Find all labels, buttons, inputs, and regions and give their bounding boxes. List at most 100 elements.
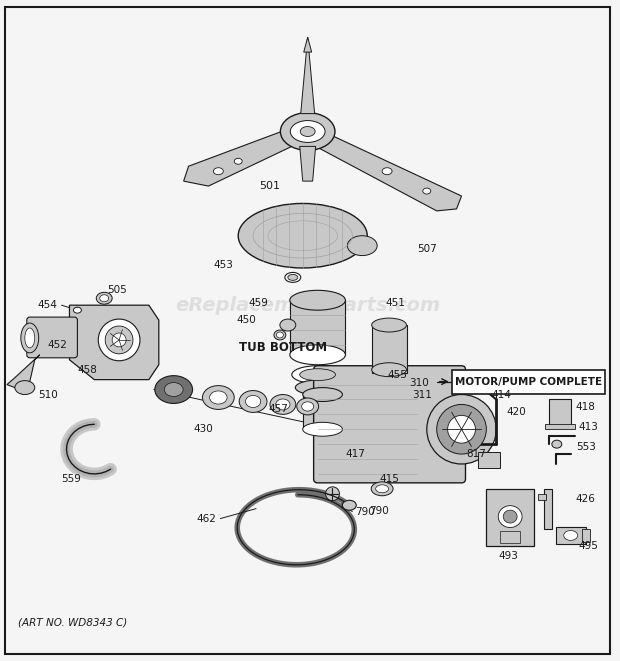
Ellipse shape — [96, 292, 112, 304]
Ellipse shape — [292, 366, 343, 383]
Bar — [544, 488, 552, 529]
Ellipse shape — [297, 398, 319, 415]
Text: 415: 415 — [379, 474, 399, 484]
Text: 455: 455 — [387, 369, 407, 379]
Text: 559: 559 — [61, 474, 81, 484]
FancyBboxPatch shape — [27, 317, 78, 358]
Bar — [479, 452, 500, 468]
Ellipse shape — [347, 236, 377, 256]
FancyBboxPatch shape — [314, 366, 466, 483]
Text: 493: 493 — [498, 551, 518, 561]
Text: 417: 417 — [345, 449, 365, 459]
Text: 453: 453 — [213, 260, 233, 270]
Text: 501: 501 — [259, 181, 280, 191]
Text: 454: 454 — [38, 300, 58, 310]
Polygon shape — [69, 305, 159, 379]
Ellipse shape — [238, 204, 367, 268]
Ellipse shape — [155, 375, 193, 403]
Ellipse shape — [503, 510, 517, 523]
Text: 553: 553 — [577, 442, 596, 452]
Ellipse shape — [280, 112, 335, 150]
Bar — [556, 527, 585, 545]
Ellipse shape — [210, 391, 227, 404]
Text: 817: 817 — [466, 449, 486, 459]
Ellipse shape — [274, 330, 286, 340]
Bar — [486, 488, 534, 547]
Polygon shape — [7, 355, 40, 389]
Ellipse shape — [295, 379, 350, 395]
Ellipse shape — [423, 188, 431, 194]
Bar — [372, 325, 407, 373]
Ellipse shape — [105, 326, 133, 354]
Bar — [582, 529, 590, 543]
Text: 790: 790 — [355, 506, 375, 517]
Text: 510: 510 — [38, 389, 58, 399]
Ellipse shape — [277, 332, 283, 338]
Ellipse shape — [98, 319, 140, 361]
Ellipse shape — [498, 506, 522, 527]
Ellipse shape — [326, 486, 339, 501]
Text: 451: 451 — [385, 298, 405, 308]
Text: 430: 430 — [193, 424, 213, 434]
Ellipse shape — [73, 307, 81, 313]
Text: 450: 450 — [236, 315, 256, 325]
Text: 311: 311 — [412, 389, 432, 399]
Bar — [545, 424, 575, 429]
Text: 426: 426 — [575, 494, 596, 504]
Text: MOTOR/PUMP COMPLETE: MOTOR/PUMP COMPLETE — [455, 377, 602, 387]
Bar — [500, 531, 520, 543]
Ellipse shape — [285, 272, 301, 282]
Text: eReplacementParts.com: eReplacementParts.com — [175, 295, 440, 315]
Ellipse shape — [112, 333, 126, 347]
Ellipse shape — [100, 295, 108, 301]
Ellipse shape — [372, 363, 407, 377]
Ellipse shape — [203, 385, 234, 409]
Ellipse shape — [448, 415, 476, 443]
Ellipse shape — [290, 345, 345, 365]
Text: 452: 452 — [48, 340, 68, 350]
Ellipse shape — [15, 381, 35, 395]
Ellipse shape — [288, 274, 298, 280]
Text: 420: 420 — [506, 407, 526, 417]
Text: 459: 459 — [248, 298, 268, 308]
Ellipse shape — [299, 369, 335, 381]
Ellipse shape — [239, 391, 267, 412]
Text: 790: 790 — [370, 506, 389, 516]
Ellipse shape — [372, 318, 407, 332]
Ellipse shape — [427, 395, 496, 464]
Polygon shape — [299, 146, 316, 181]
Text: 413: 413 — [578, 422, 598, 432]
Polygon shape — [303, 126, 461, 211]
Text: 414: 414 — [491, 389, 511, 399]
Text: 457: 457 — [268, 405, 288, 414]
Ellipse shape — [21, 323, 38, 353]
Text: 495: 495 — [578, 541, 598, 551]
Ellipse shape — [246, 395, 261, 407]
Polygon shape — [184, 124, 312, 186]
Polygon shape — [301, 37, 314, 114]
Text: (ART NO. WD8343 C): (ART NO. WD8343 C) — [18, 618, 127, 628]
Ellipse shape — [300, 126, 315, 136]
Ellipse shape — [290, 290, 345, 310]
Polygon shape — [304, 37, 312, 52]
Ellipse shape — [371, 482, 393, 496]
Ellipse shape — [290, 120, 325, 142]
Ellipse shape — [303, 387, 342, 401]
Ellipse shape — [376, 485, 389, 493]
Ellipse shape — [213, 168, 223, 175]
Ellipse shape — [270, 395, 296, 414]
Text: 458: 458 — [78, 365, 97, 375]
Bar — [303, 395, 342, 429]
Text: 505: 505 — [107, 286, 127, 295]
Ellipse shape — [25, 328, 35, 348]
Ellipse shape — [280, 319, 296, 331]
Ellipse shape — [564, 531, 578, 541]
Text: 310: 310 — [409, 377, 429, 387]
Bar — [549, 399, 570, 427]
Bar — [538, 494, 546, 500]
Text: 462: 462 — [197, 514, 216, 524]
Ellipse shape — [436, 405, 486, 454]
Ellipse shape — [552, 440, 562, 448]
Ellipse shape — [164, 383, 183, 397]
Bar — [451, 369, 606, 393]
